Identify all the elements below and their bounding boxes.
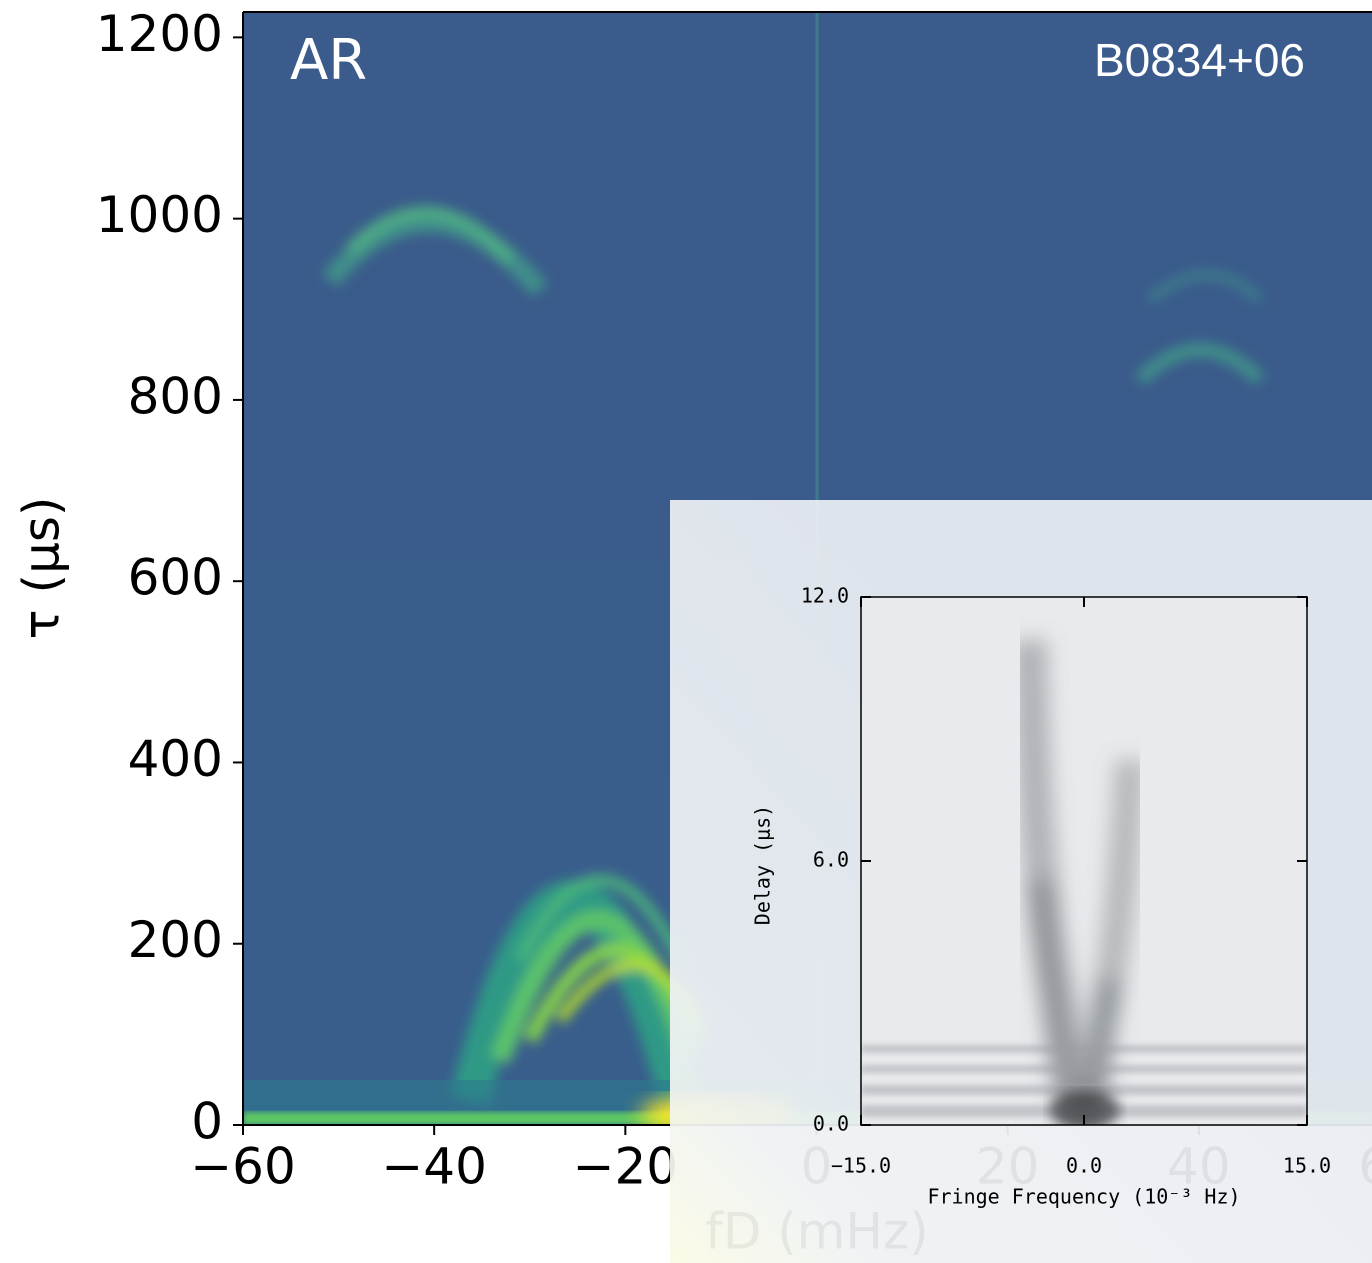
- annotation: B0834+06: [1094, 34, 1305, 86]
- y-axis-label: τ (μs): [13, 497, 71, 640]
- y-tick-label: 6.0: [813, 848, 849, 872]
- y-tick-label: 1000: [96, 186, 223, 244]
- x-axis-label: Fringe Frequency (10⁻³ Hz): [927, 1185, 1240, 1209]
- y-tick-label: 600: [128, 549, 223, 607]
- y-tick-label: 0.0: [813, 1112, 849, 1136]
- y-tick-label: 1200: [96, 5, 223, 63]
- x-tick-label: −60: [190, 1138, 296, 1196]
- y-tick-label: 400: [128, 730, 223, 788]
- x-tick-label: −15.0: [831, 1154, 891, 1178]
- y-tick-label: 0: [191, 1093, 223, 1151]
- y-tick-label: 200: [128, 911, 223, 969]
- y-axis-label: Delay (μs): [751, 805, 775, 925]
- x-tick-label: 0.0: [1066, 1154, 1102, 1178]
- x-tick-label: 15.0: [1283, 1154, 1331, 1178]
- annotation: AR: [290, 28, 367, 93]
- y-tick-label: 12.0: [801, 584, 849, 608]
- inset-axes: 0.0 6.0 12.0 −15.0 0.0 15.0 Fringe Frequency (…: [751, 584, 1332, 1209]
- inset-image: [861, 597, 1307, 1125]
- x-tick-label: −40: [381, 1138, 487, 1196]
- y-tick-label: 800: [128, 367, 223, 425]
- x-tick-label: −20: [573, 1138, 679, 1196]
